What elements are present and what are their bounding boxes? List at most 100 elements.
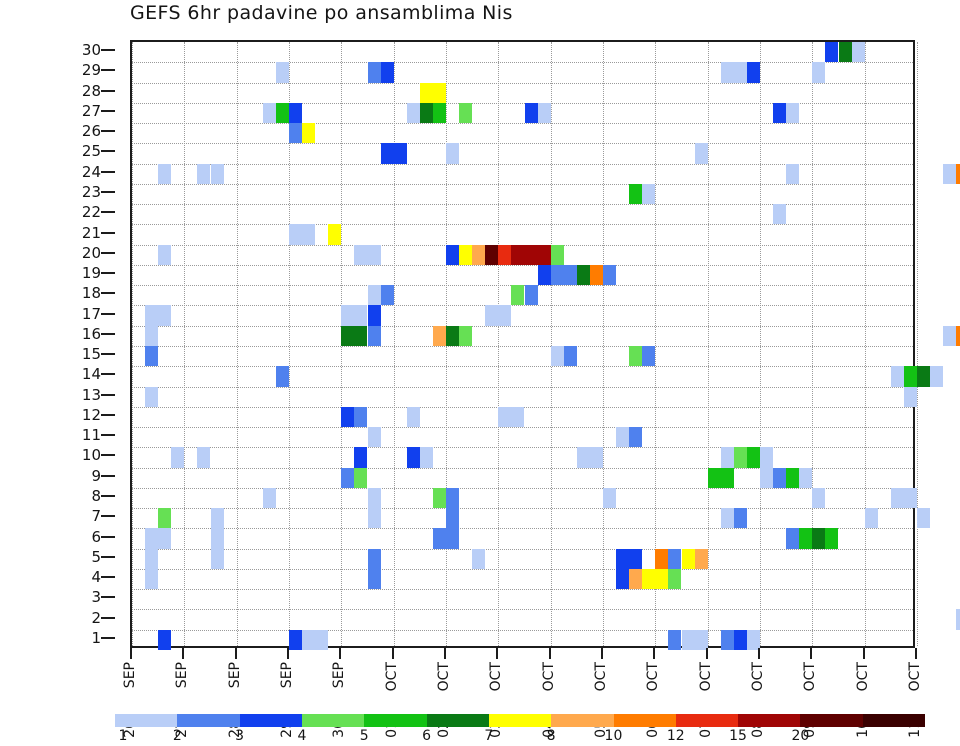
x-tick-month-label: SEP [226, 662, 243, 689]
x-tick-mark [705, 648, 708, 659]
heatmap-cell [655, 548, 669, 569]
gridline-horizontal [132, 82, 913, 84]
y-tick-mark [101, 373, 115, 376]
heatmap-cell [720, 629, 734, 650]
y-tick-mark [101, 596, 115, 599]
y-tick-mark [101, 191, 115, 193]
heatmap-cell [550, 346, 564, 367]
heatmap-cell [681, 548, 695, 569]
x-tick-month-label: OCT [750, 662, 766, 692]
y-tick-mark [101, 231, 115, 234]
heatmap-cell [145, 346, 159, 367]
y-tick-label: 23 [81, 183, 101, 201]
x-tick-mark [444, 648, 446, 659]
x-tick-mark [758, 648, 760, 659]
x-tick-mark [810, 648, 813, 659]
heatmap-cell [367, 285, 381, 306]
gridline-vertical [707, 42, 709, 646]
heatmap-cell [720, 508, 734, 529]
heatmap-cell [629, 568, 643, 590]
heatmap-cell [393, 143, 407, 164]
heatmap-cell [158, 244, 172, 265]
x-tick-month-label: OCT [436, 662, 452, 692]
y-tick-mark [101, 292, 115, 295]
heatmap-cell [786, 163, 800, 184]
heatmap-cell [943, 325, 957, 346]
colorbar-labels: 1 2 3 4 5 6 7 8 10 12 15 20 [115, 728, 925, 746]
y-tick-mark [101, 150, 115, 153]
heatmap-cell [642, 568, 656, 590]
heatmap-cell [786, 528, 800, 549]
heatmap-cell [367, 487, 381, 509]
y-tick-label: 28 [81, 81, 101, 100]
heatmap-cell [720, 62, 747, 83]
heatmap-cell [380, 62, 394, 83]
heatmap-cell [380, 143, 394, 164]
colorbar-segment [177, 714, 240, 727]
x-tick-mark [391, 648, 394, 659]
y-tick-label: 21 [81, 223, 101, 242]
heatmap-cell [642, 346, 656, 367]
heatmap-cell [773, 204, 787, 225]
heatmap-cell [498, 406, 525, 428]
heatmap-cell [158, 163, 172, 184]
heatmap-cell [642, 183, 656, 205]
heatmap-cell [890, 487, 917, 509]
gridline-horizontal [132, 163, 913, 165]
heatmap-cell [576, 264, 590, 286]
heatmap-cell [380, 285, 394, 306]
heatmap-cell [668, 629, 682, 650]
gridline-horizontal [132, 487, 913, 489]
heatmap-cell [812, 62, 826, 83]
heatmap-cell [694, 143, 708, 164]
heatmap-cell [616, 568, 630, 590]
heatmap-cell [145, 528, 172, 549]
heatmap-cell [616, 548, 643, 569]
gridline-horizontal [132, 102, 913, 104]
heatmap-cell [773, 102, 787, 124]
y-tick-label: 25 [81, 142, 101, 161]
y-tick-label: 7 [91, 507, 101, 526]
gridline-horizontal [132, 366, 913, 368]
gridline-vertical [917, 42, 918, 646]
heatmap-cell [275, 366, 289, 387]
heatmap-cell [890, 366, 904, 387]
y-tick-mark [101, 170, 115, 173]
gridline-vertical [760, 42, 761, 646]
heatmap-cell [733, 447, 747, 468]
heatmap-cell [341, 467, 355, 488]
y-tick-mark [101, 130, 115, 133]
y-tick-mark [101, 515, 115, 518]
heatmap-cell [446, 487, 460, 509]
heatmap-cell [511, 285, 525, 306]
gridline-horizontal [132, 325, 913, 327]
colorbar-tick-label: 8 [546, 728, 556, 744]
gridline-vertical [132, 42, 133, 646]
heatmap-cell [459, 244, 473, 265]
heatmap-cell [328, 224, 342, 245]
heatmap-cell [341, 406, 355, 428]
gridline-vertical [393, 42, 395, 646]
heatmap-cell [432, 325, 446, 346]
colorbar-tick-label: 6 [422, 728, 431, 744]
heatmap-cell [812, 487, 826, 509]
y-tick-label: 2 [91, 608, 101, 627]
y-tick-mark [101, 434, 115, 437]
heatmap-cell [145, 305, 172, 326]
heatmap-cell [210, 548, 224, 569]
heatmap-cell [432, 487, 446, 509]
colorbar-segment [115, 714, 178, 727]
x-tick-month-label: OCT [854, 662, 871, 692]
heatmap-cell [302, 629, 329, 650]
heatmap-cell [289, 224, 303, 245]
colorbar [115, 714, 926, 727]
x-tick-mark [915, 648, 917, 659]
heatmap-cell [197, 163, 211, 184]
heatmap-cell [354, 447, 368, 468]
gridline-vertical [184, 42, 186, 646]
heatmap-cell [773, 467, 787, 488]
heatmap-cell [498, 305, 512, 326]
colorbar-segment [613, 714, 676, 727]
y-tick-mark [101, 251, 115, 254]
heatmap-cell [825, 528, 839, 549]
